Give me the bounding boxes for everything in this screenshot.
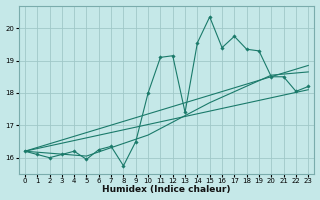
X-axis label: Humidex (Indice chaleur): Humidex (Indice chaleur): [102, 185, 231, 194]
